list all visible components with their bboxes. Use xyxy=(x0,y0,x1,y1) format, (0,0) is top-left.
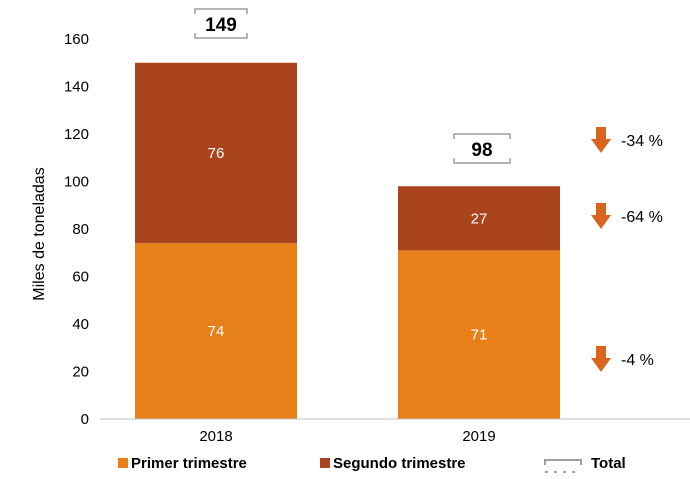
y-tick-label: 20 xyxy=(72,364,89,381)
change-indicators: -34 % -64 % -4 % xyxy=(591,127,663,372)
total-bracket-bottom xyxy=(194,33,248,39)
y-tick-label: 80 xyxy=(72,221,89,238)
change-label: -4 % xyxy=(621,352,654,369)
y-axis-ticks: 0 20 40 60 80 100 120 140 160 xyxy=(64,31,89,428)
y-tick-label: 140 xyxy=(64,79,89,96)
down-arrow-icon xyxy=(591,203,611,229)
bar-segment-segundo-2019 xyxy=(398,186,560,251)
x-axis-labels: 2018 2019 xyxy=(199,428,495,445)
total-labels: 149 98 xyxy=(194,8,511,164)
down-arrow-icon xyxy=(591,127,611,153)
bar-segment-primer-2019 xyxy=(398,250,560,419)
y-tick-label: 120 xyxy=(64,126,89,143)
change-label: -64 % xyxy=(621,209,663,226)
data-label: 74 xyxy=(208,323,225,340)
x-tick-label: 2018 xyxy=(199,428,232,445)
bar-segment-segundo-2018 xyxy=(135,62,297,244)
legend-total-swatch xyxy=(544,459,582,465)
change-label: -34 % xyxy=(621,133,663,150)
y-tick-label: 60 xyxy=(72,269,89,286)
legend-primer-label: Primer trimestre xyxy=(131,455,247,472)
y-tick-label: 40 xyxy=(72,316,89,333)
data-label: 71 xyxy=(471,327,488,344)
bar-segment-primer-2018 xyxy=(135,243,297,419)
y-tick-label: 0 xyxy=(81,411,89,428)
legend-segundo-label: Segundo trimestre xyxy=(333,455,466,472)
data-label: 27 xyxy=(471,210,488,227)
legend-primer-swatch xyxy=(118,458,128,468)
y-axis-label: Miles de toneladas xyxy=(31,167,48,300)
bars: 74 76 71 27 xyxy=(135,62,560,419)
y-tick-label: 160 xyxy=(64,31,89,48)
x-tick-label: 2019 xyxy=(462,428,495,445)
legend-total-label: Total xyxy=(591,455,626,472)
total-bracket-top xyxy=(453,133,511,139)
y-tick-label: 100 xyxy=(64,174,89,191)
down-arrow-icon xyxy=(591,346,611,372)
total-bracket-top xyxy=(194,8,248,14)
data-label: 76 xyxy=(208,145,225,162)
total-bracket-bottom xyxy=(453,158,511,164)
total-label: 98 xyxy=(471,140,492,161)
total-label: 149 xyxy=(205,15,237,36)
legend: Primer trimestre Segundo trimestre Total xyxy=(118,455,626,473)
legend-segundo-swatch xyxy=(320,458,330,468)
